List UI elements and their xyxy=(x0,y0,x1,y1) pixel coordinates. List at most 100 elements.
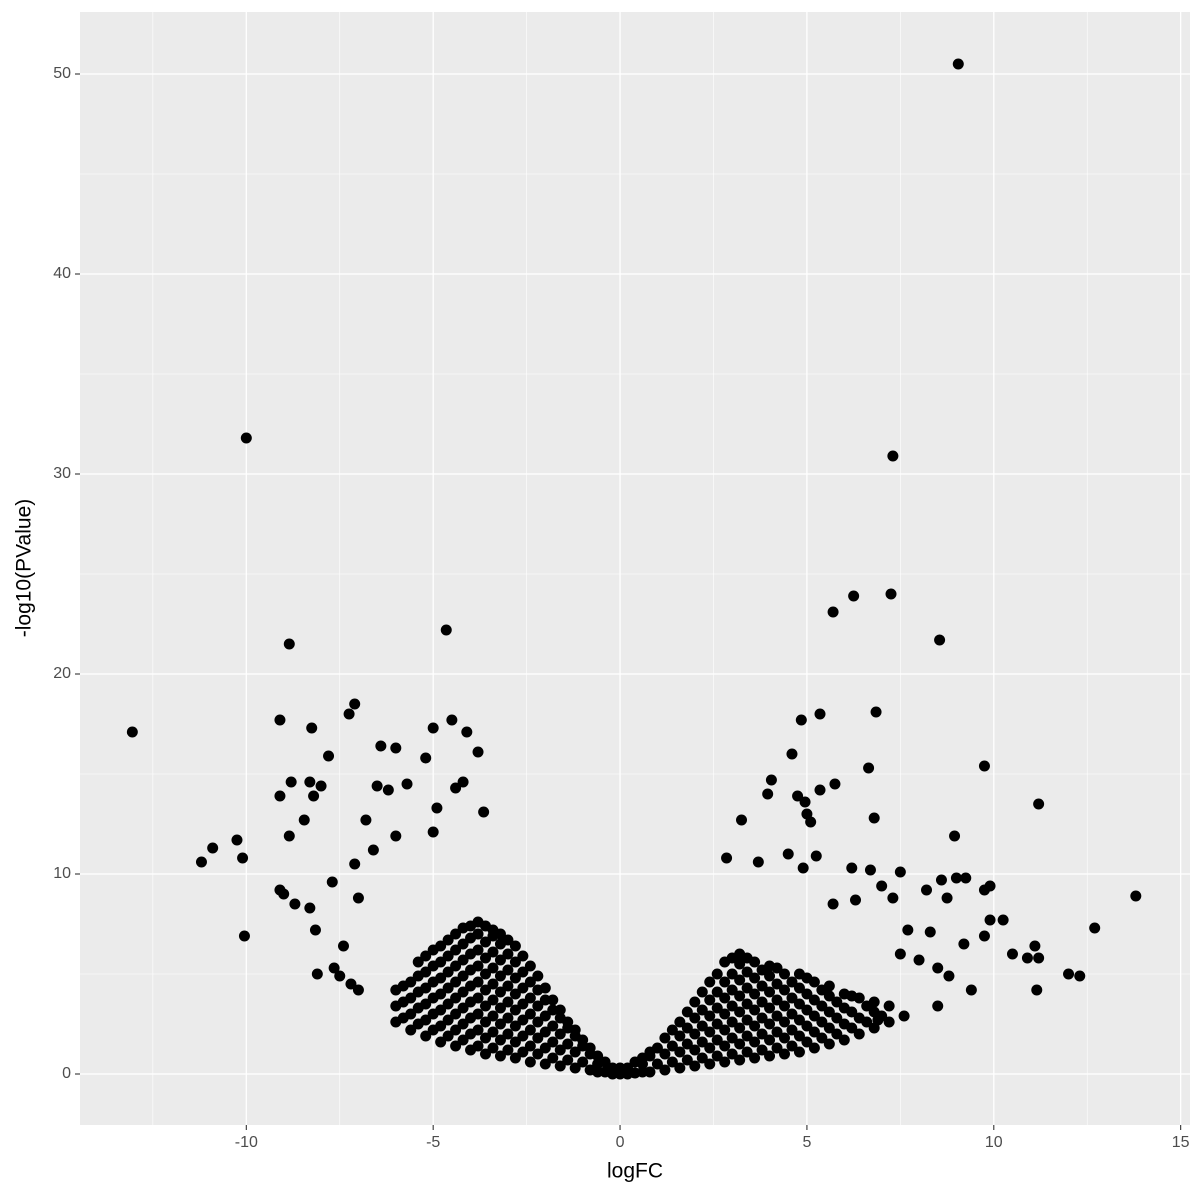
point xyxy=(412,986,424,998)
point xyxy=(870,706,882,718)
point xyxy=(494,1018,506,1030)
point xyxy=(450,1008,462,1020)
point xyxy=(323,750,335,762)
point xyxy=(502,1028,514,1040)
point xyxy=(532,1032,544,1044)
point xyxy=(1130,890,1142,902)
point xyxy=(1031,984,1043,996)
point xyxy=(412,970,424,982)
point xyxy=(898,1010,910,1022)
point xyxy=(371,780,383,792)
point xyxy=(823,1038,835,1050)
point xyxy=(240,432,252,444)
point xyxy=(782,848,794,860)
point xyxy=(734,1006,746,1018)
point xyxy=(289,898,301,910)
point xyxy=(577,1034,589,1046)
point xyxy=(494,986,506,998)
point xyxy=(823,1006,835,1018)
point xyxy=(978,930,990,942)
point xyxy=(435,1036,447,1048)
point xyxy=(450,944,462,956)
point xyxy=(509,1052,521,1064)
point xyxy=(771,1010,783,1022)
point xyxy=(950,872,962,884)
point xyxy=(238,930,250,942)
point xyxy=(480,984,492,996)
point xyxy=(457,776,469,788)
point xyxy=(778,1032,790,1044)
point xyxy=(887,892,899,904)
point xyxy=(539,1042,551,1054)
point xyxy=(349,698,361,710)
point xyxy=(741,966,753,978)
point xyxy=(797,862,809,874)
point xyxy=(450,976,462,988)
point xyxy=(711,1018,723,1030)
point xyxy=(681,1054,693,1066)
point xyxy=(799,796,811,808)
point xyxy=(517,966,529,978)
point xyxy=(952,58,964,70)
point xyxy=(752,856,764,868)
point xyxy=(283,830,295,842)
x-axis-title: logFC xyxy=(607,1160,663,1183)
point xyxy=(636,1052,648,1064)
point xyxy=(494,1050,506,1062)
point xyxy=(547,1020,559,1032)
point xyxy=(472,916,484,928)
point xyxy=(771,978,783,990)
point xyxy=(756,964,768,976)
point xyxy=(274,714,286,726)
point xyxy=(696,1020,708,1032)
point xyxy=(442,982,454,994)
point xyxy=(894,866,906,878)
point xyxy=(793,982,805,994)
point xyxy=(390,742,402,754)
point xyxy=(786,748,798,760)
point xyxy=(390,830,402,842)
point xyxy=(352,984,364,996)
point xyxy=(771,962,783,974)
point xyxy=(749,972,761,984)
point xyxy=(726,952,738,964)
point xyxy=(734,958,746,970)
point xyxy=(487,1042,499,1054)
point xyxy=(450,960,462,972)
point xyxy=(965,984,977,996)
point xyxy=(978,760,990,772)
point xyxy=(502,996,514,1008)
point xyxy=(764,986,776,998)
point xyxy=(689,1044,701,1056)
point xyxy=(487,962,499,974)
point xyxy=(960,872,972,884)
point xyxy=(704,994,716,1006)
point xyxy=(427,960,439,972)
point xyxy=(442,1014,454,1026)
point xyxy=(894,948,906,960)
x-tick-label: 0 xyxy=(616,1134,625,1151)
point xyxy=(547,1036,559,1048)
point xyxy=(524,1024,536,1036)
point xyxy=(304,902,316,914)
point xyxy=(850,894,862,906)
point xyxy=(711,1034,723,1046)
point xyxy=(502,1012,514,1024)
point xyxy=(808,1042,820,1054)
point xyxy=(778,1048,790,1060)
point xyxy=(517,998,529,1010)
x-tick-label: 15 xyxy=(1172,1134,1190,1151)
y-tick-label: 30 xyxy=(53,465,71,482)
point xyxy=(801,1020,813,1032)
point xyxy=(577,1056,589,1068)
point xyxy=(487,994,499,1006)
point xyxy=(681,1022,693,1034)
point xyxy=(315,780,327,792)
point xyxy=(480,1000,492,1012)
point xyxy=(726,968,738,980)
point xyxy=(814,784,826,796)
point xyxy=(1033,952,1045,964)
point xyxy=(756,996,768,1008)
point xyxy=(509,988,521,1000)
point xyxy=(480,968,492,980)
